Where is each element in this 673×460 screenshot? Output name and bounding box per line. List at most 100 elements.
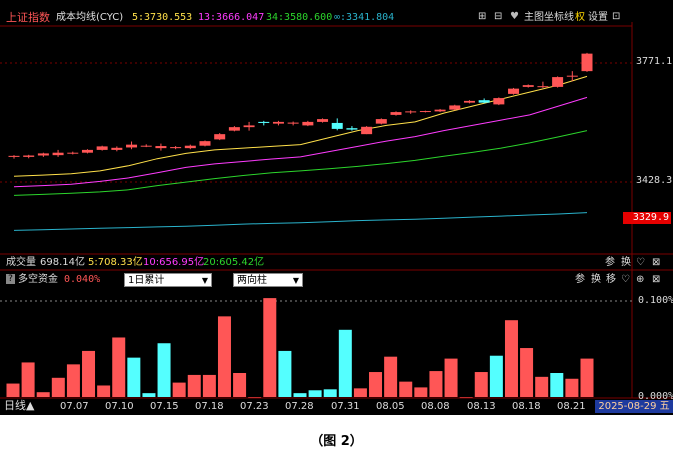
- date-tick-label: 07.23: [240, 401, 269, 412]
- current-date: 2025-08-29 五: [595, 400, 673, 413]
- volume-close-icon[interactable]: ⊠: [652, 257, 661, 268]
- fund-close-icon[interactable]: ⊠: [652, 274, 661, 285]
- candle-body: [581, 53, 593, 72]
- candle-body: [361, 126, 373, 135]
- candle-body: [272, 121, 284, 124]
- fund-flow-bar: [263, 298, 277, 397]
- fund-flow-bar: [550, 373, 564, 397]
- candle-body: [96, 146, 108, 150]
- indicator-name[interactable]: 成本均线(CYC): [56, 12, 124, 23]
- fund-flow-bar: [580, 358, 594, 397]
- candle-body: [331, 122, 343, 129]
- fund-flow-bar: [565, 378, 579, 397]
- fund-flow-label: 多空资金: [18, 274, 58, 285]
- candle-body: [111, 147, 123, 150]
- ma-line-3: [13, 130, 588, 196]
- fund-favorite-icon[interactable]: ♡: [621, 274, 630, 285]
- fund-flow-bar: [142, 393, 156, 397]
- candle-body: [170, 147, 182, 149]
- fund-flow-bar: [51, 377, 65, 397]
- date-tick-label: 07.18: [195, 401, 224, 412]
- add-indicator-icon[interactable]: ⊞: [478, 11, 487, 22]
- fund-flow-bar: [444, 358, 458, 397]
- zoom-icon[interactable]: ⊕: [636, 274, 645, 285]
- bar-mode-select[interactable]: 两向柱 ▼: [233, 273, 303, 287]
- date-tick-label: 07.28: [285, 401, 314, 412]
- fund-flow-value: 0.040%: [64, 274, 101, 285]
- fund-axis-bottom: 0.000%: [638, 391, 673, 402]
- mainf-value: ∞:3341.804: [334, 12, 395, 23]
- candle-body: [478, 100, 490, 103]
- ma-line-2: [13, 96, 588, 188]
- fund-flow-bar: [384, 356, 398, 397]
- date-tick-label: 07.31: [331, 401, 360, 412]
- index-name[interactable]: 上证指数: [6, 11, 50, 24]
- candle-body: [302, 121, 314, 126]
- fund-flow-bar: [172, 382, 186, 397]
- settings-button[interactable]: 设置: [588, 12, 608, 23]
- period-selector[interactable]: 日线▲: [4, 399, 35, 412]
- volume-ma10: 10:656.95亿: [143, 257, 205, 268]
- candle-body: [566, 75, 578, 77]
- date-tick-label: 08.18: [512, 401, 541, 412]
- ma13-value: 13:3666.047: [198, 12, 265, 23]
- volume-label: 成交量: [6, 257, 36, 268]
- candle-body: [126, 144, 138, 148]
- volume-favorite-icon[interactable]: ♡: [636, 257, 645, 268]
- fund-move-button[interactable]: 移: [606, 274, 616, 285]
- candle-body: [493, 98, 505, 105]
- fund-param-button[interactable]: 参: [575, 274, 585, 285]
- chevron-down-icon: ▼: [201, 276, 208, 285]
- date-tick-label: 08.08: [421, 401, 450, 412]
- candle-body: [346, 128, 358, 130]
- fund-flow-bar: [293, 393, 307, 397]
- candle-body: [434, 109, 446, 112]
- main-chart-button[interactable]: 主图: [524, 12, 544, 23]
- candle-body: [390, 112, 402, 115]
- fund-flow-bar: [66, 364, 80, 397]
- fund-flow-bar: [489, 355, 503, 397]
- fund-flow-bar: [233, 373, 247, 397]
- date-tick-label: 08.21: [557, 401, 586, 412]
- candle-body: [508, 88, 520, 94]
- fund-flow-bar: [82, 350, 96, 397]
- rights-button[interactable]: 权: [575, 12, 585, 23]
- candle-body: [52, 152, 64, 156]
- current-price-tag: 3329.9: [623, 212, 671, 224]
- fund-flow-bar: [535, 376, 549, 397]
- candle-body: [184, 145, 196, 149]
- candle-body: [67, 152, 79, 154]
- volume-switch-button[interactable]: 换: [621, 257, 631, 268]
- favorite-heart-icon[interactable]: ♥: [510, 11, 519, 22]
- candle-body: [552, 77, 564, 87]
- fund-flow-bar: [187, 374, 201, 397]
- fund-flow-bar: [520, 348, 534, 397]
- candle-body: [199, 141, 211, 146]
- maximize-icon[interactable]: ⊡: [612, 11, 621, 22]
- fund-axis-top: 0.100%: [638, 295, 673, 306]
- candle-body: [287, 122, 299, 124]
- candle-body: [8, 155, 20, 157]
- fund-flow-bar: [202, 374, 216, 397]
- accumulate-select-value: 1日累计: [128, 275, 165, 286]
- fund-switch-button[interactable]: 换: [591, 274, 601, 285]
- remove-indicator-icon[interactable]: ⊟: [494, 11, 503, 22]
- candle-body: [405, 111, 417, 113]
- candle-body: [537, 86, 549, 88]
- date-tick-label: 08.13: [467, 401, 496, 412]
- fund-flow-bar: [353, 388, 367, 397]
- volume-param-button[interactable]: 参: [605, 257, 615, 268]
- bar-mode-select-value: 两向柱: [237, 275, 267, 286]
- coordinate-line-button[interactable]: 坐标线: [544, 12, 574, 23]
- candle-body: [522, 85, 534, 87]
- candle-body: [258, 121, 270, 123]
- accumulate-select[interactable]: 1日累计 ▼: [124, 273, 212, 287]
- fund-flow-bar: [369, 372, 383, 397]
- ma-line-4: [13, 212, 588, 231]
- fund-flow-bar: [429, 371, 443, 397]
- candle-body: [449, 105, 461, 110]
- fund-flow-bar: [248, 397, 262, 398]
- fund-flow-bar: [112, 337, 126, 397]
- candle-body: [243, 125, 255, 128]
- help-icon[interactable]: ?: [6, 274, 15, 284]
